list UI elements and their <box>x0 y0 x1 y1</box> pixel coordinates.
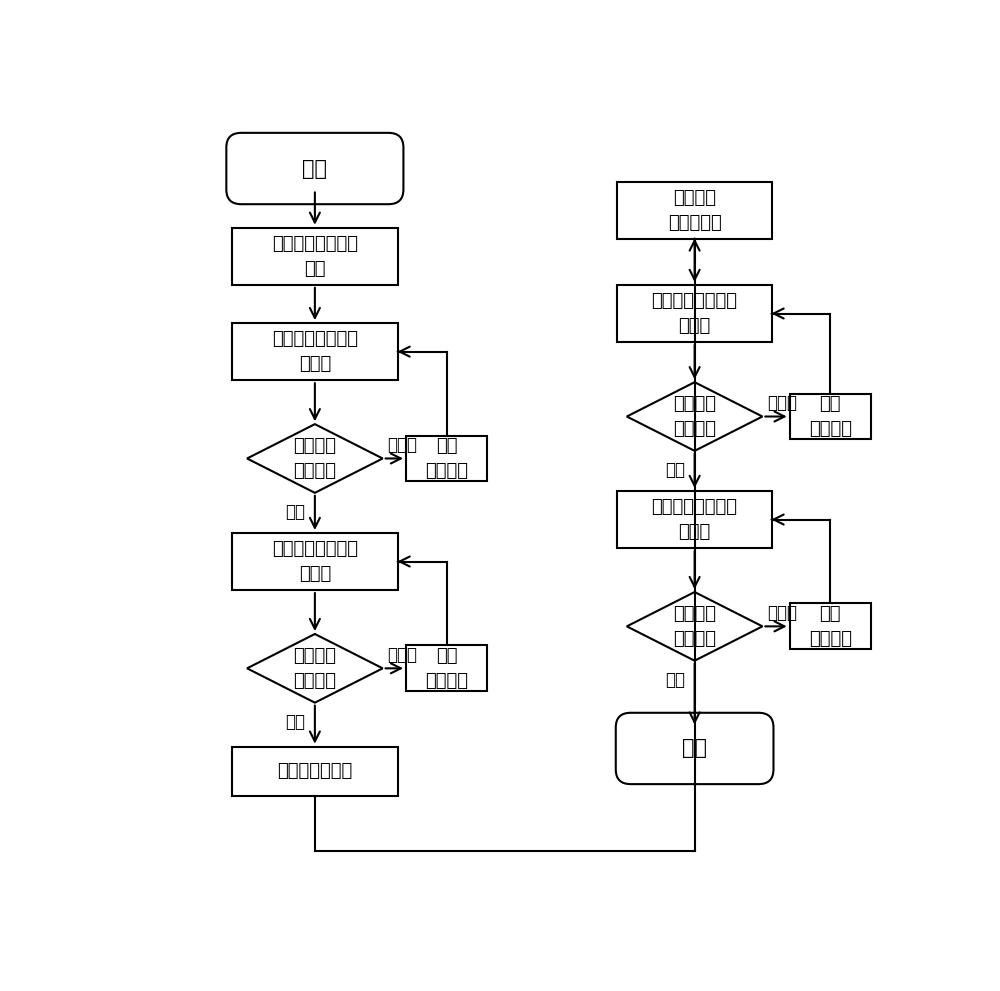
Polygon shape <box>627 592 762 661</box>
Text: 设置测试仪接点负
端断开: 设置测试仪接点负 端断开 <box>652 498 738 541</box>
FancyBboxPatch shape <box>226 133 403 204</box>
Bar <box>406 436 487 482</box>
Bar <box>617 284 772 342</box>
Text: 报错
等待确认: 报错 等待确认 <box>809 395 852 438</box>
Bar <box>790 604 871 649</box>
Text: 读回数据
判限、存储: 读回数据 判限、存储 <box>668 189 722 232</box>
Text: 正确: 正确 <box>665 671 685 689</box>
Text: 设置测试仪电阻测
量档: 设置测试仪电阻测 量档 <box>272 235 358 277</box>
Text: 设置测试仪接点正
端接通: 设置测试仪接点正 端接通 <box>272 540 358 583</box>
Bar <box>790 393 871 439</box>
Text: 开始: 开始 <box>302 159 327 178</box>
Text: 不正确: 不正确 <box>387 645 417 664</box>
Text: 正确: 正确 <box>286 502 306 521</box>
Text: 正确: 正确 <box>665 461 685 479</box>
Text: 报错
等待确认: 报错 等待确认 <box>809 605 852 648</box>
Text: 正端断开
状态确认: 正端断开 状态确认 <box>673 395 716 438</box>
Text: 正确: 正确 <box>286 713 306 730</box>
Text: 负端断开
状态确认: 负端断开 状态确认 <box>673 605 716 648</box>
Bar <box>617 491 772 548</box>
Text: 负端接通
状态确认: 负端接通 状态确认 <box>293 437 336 480</box>
Bar <box>232 228 398 284</box>
Text: 设置测试仪接点正
端断开: 设置测试仪接点正 端断开 <box>652 292 738 335</box>
Polygon shape <box>627 383 762 451</box>
Bar <box>232 533 398 590</box>
Text: 不正确: 不正确 <box>767 393 797 412</box>
Polygon shape <box>247 634 383 703</box>
Text: 设置测试仪测量: 设置测试仪测量 <box>277 762 352 780</box>
Text: 报错
等待确认: 报错 等待确认 <box>425 437 468 480</box>
Text: 报错
等待确认: 报错 等待确认 <box>425 647 468 690</box>
Polygon shape <box>247 424 383 493</box>
Text: 不正确: 不正确 <box>767 604 797 621</box>
Text: 正端接通
状态确认: 正端接通 状态确认 <box>293 647 336 690</box>
Bar <box>617 182 772 239</box>
Text: 设置测试仪接点负
端接通: 设置测试仪接点负 端接通 <box>272 330 358 374</box>
Text: 完成: 完成 <box>682 738 707 758</box>
Bar <box>232 323 398 381</box>
Bar <box>406 645 487 692</box>
Bar <box>232 746 398 796</box>
FancyBboxPatch shape <box>616 713 773 784</box>
Text: 不正确: 不正确 <box>387 436 417 454</box>
